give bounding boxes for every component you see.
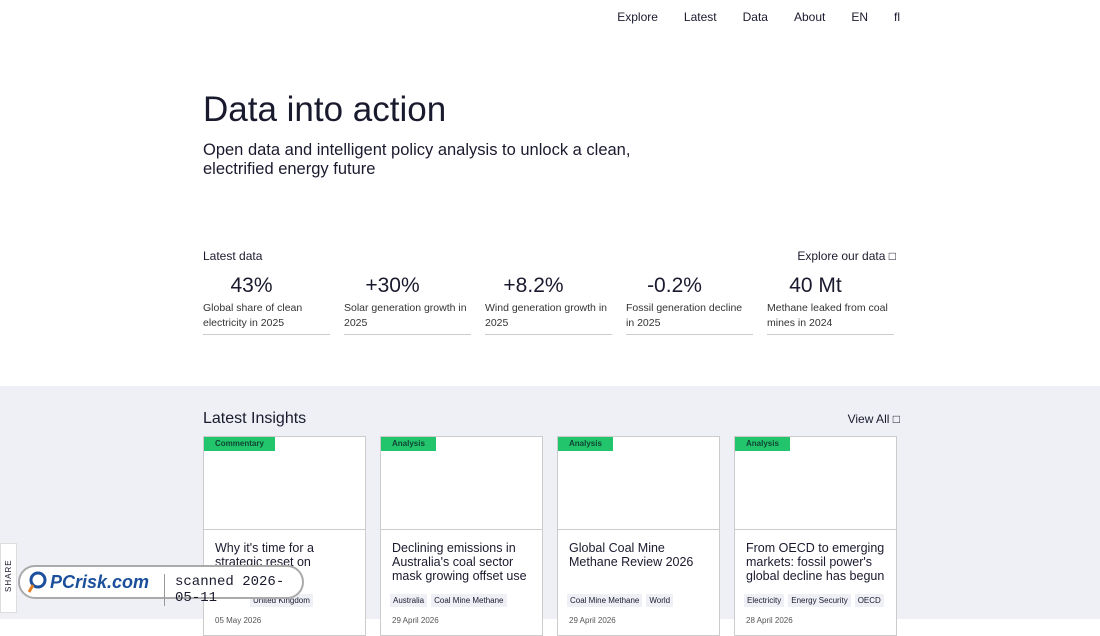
- card-badge: Analysis: [735, 437, 790, 451]
- nav-item[interactable]: About: [793, 10, 826, 24]
- scan-text: scanned 2026-05-11: [164, 574, 302, 606]
- card-title[interactable]: From OECD to emerging markets: fossil po…: [746, 541, 885, 583]
- logo: PCrisk.com: [50, 572, 150, 592]
- nav-item[interactable]: EN: [851, 10, 868, 24]
- cards: Commentary Why it's time for a strategic …: [203, 436, 897, 636]
- stat-label: Solar generation growth in 2025: [344, 302, 467, 329]
- link-text[interactable]: View All: [847, 412, 890, 426]
- card[interactable]: Analysis Global Coal Mine Methane Review …: [557, 436, 720, 636]
- card-badge: Commentary: [204, 437, 275, 451]
- tag[interactable]: OECD: [854, 594, 884, 607]
- card-tags: Coal Mine Methane World: [558, 594, 719, 607]
- nav-item[interactable]: Data: [742, 10, 768, 24]
- card-tags: Electricity Energy Security OECD: [735, 594, 896, 607]
- tag[interactable]: World: [646, 594, 674, 607]
- tag[interactable]: Electricity: [744, 594, 785, 607]
- logo-icon: [28, 571, 47, 593]
- nav-item[interactable]: Explore: [617, 10, 658, 24]
- stat: +30% Solar generation growth in 2025: [344, 274, 471, 335]
- link-text[interactable]: Explore our data: [797, 249, 886, 263]
- tag[interactable]: Energy Security: [788, 594, 851, 607]
- card-date: 05 May 2026: [215, 616, 262, 625]
- stat: 40 Mt Methane leaked from coal mines in 2…: [767, 274, 894, 335]
- stat: +8.2% Wind generation growth in 2025: [485, 274, 612, 335]
- tag[interactable]: Coal Mine Methane: [431, 594, 507, 607]
- card-date: 29 April 2026: [392, 616, 439, 625]
- stat-label: Global share of clean electricity in 202…: [203, 302, 303, 329]
- nav-item[interactable]: fl: [894, 10, 900, 24]
- stat-value: -0.2%: [647, 274, 702, 297]
- watermark: PCrisk.com scanned 2026-05-11: [18, 565, 304, 606]
- link[interactable]: Explore our data □: [797, 249, 896, 263]
- share-bar[interactable]: SHARE: [0, 543, 17, 613]
- stat: -0.2% Fossil generation decline in 2025: [626, 274, 753, 335]
- page: Explore Latest Data About EN fl Data into act…: [0, 10, 1100, 636]
- card[interactable]: Commentary Why it's time for a strategic …: [203, 436, 366, 636]
- card-tags: Australia Coal Mine Methane: [381, 594, 542, 607]
- stat-value: 40 Mt: [789, 274, 842, 297]
- stat-value: +30%: [365, 274, 420, 297]
- card[interactable]: Analysis From OECD to emerging markets: f…: [734, 436, 897, 636]
- stat-value: +8.2%: [503, 274, 564, 297]
- share-label[interactable]: SHARE: [4, 559, 13, 592]
- section-heading: Latest Insights: [203, 410, 307, 427]
- card-date: 28 April 2026: [746, 616, 793, 625]
- hero-subtitle: Open data and intelligent policy analysi…: [203, 141, 631, 178]
- card-image[interactable]: [204, 437, 365, 530]
- nav-item[interactable]: Latest: [683, 10, 717, 24]
- stat-value: 43%: [230, 274, 273, 297]
- stat-label: Wind generation growth in 2025: [485, 302, 607, 329]
- card-image[interactable]: [735, 437, 896, 530]
- card-badge: Analysis: [558, 437, 613, 451]
- stat-label: Fossil generation decline in 2025: [626, 302, 743, 329]
- card-image[interactable]: [558, 437, 719, 530]
- card-title[interactable]: Global Coal Mine Methane Review 2026: [569, 541, 694, 569]
- link[interactable]: View All □: [847, 412, 900, 426]
- nav: Explore Latest Data About EN fl: [617, 10, 900, 24]
- card-date: 29 April 2026: [569, 616, 616, 625]
- card-image[interactable]: [381, 437, 542, 530]
- tag[interactable]: Australia: [390, 594, 428, 607]
- tag[interactable]: Coal Mine Methane: [567, 594, 643, 607]
- card[interactable]: Analysis Declining emissions in Australia…: [380, 436, 543, 636]
- stat-label: Methane leaked from coal mines in 2024: [767, 302, 888, 329]
- card-title[interactable]: Declining emissions in Australia's coal …: [392, 541, 527, 583]
- section-heading: Latest data: [203, 249, 263, 263]
- stat: 43% Global share of clean electricity in …: [203, 274, 330, 335]
- stats: 43% Global share of clean electricity in …: [203, 274, 894, 335]
- hero-title: Data into action: [203, 90, 447, 129]
- card-badge: Analysis: [381, 437, 436, 451]
